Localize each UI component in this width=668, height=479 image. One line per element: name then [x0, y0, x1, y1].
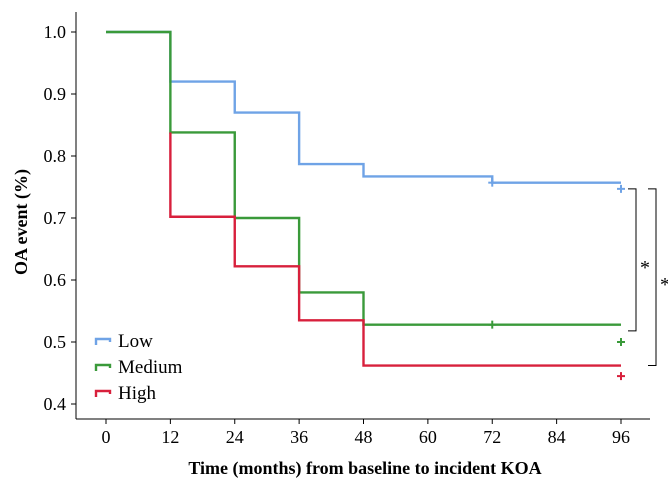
legend: Low Medium High — [94, 331, 183, 404]
x-axis-title: Time (months) from baseline to incident … — [188, 458, 541, 479]
y-tick-label: 0.5 — [44, 332, 67, 352]
significance-star: * — [640, 257, 650, 279]
censor-mark-medium — [617, 338, 625, 346]
legend-item-low: Low — [94, 331, 153, 352]
series-line-medium — [106, 30, 621, 326]
series-line-low — [106, 30, 621, 184]
censor-mark-low — [617, 184, 625, 193]
series-line-high — [169, 132, 621, 367]
x-tick-label: 48 — [355, 427, 373, 447]
significance-bracket: * — [648, 188, 668, 367]
y-tick-label: 1.0 — [44, 22, 67, 42]
legend-swatch — [94, 363, 112, 371]
y-axis-title: OA event (%) — [11, 169, 32, 275]
significance-star: * — [660, 274, 668, 296]
legend-item-high: High — [94, 383, 157, 404]
legend-swatch — [94, 337, 112, 345]
y-tick-label: 0.6 — [44, 270, 67, 290]
legend-item-medium: Medium — [94, 357, 183, 378]
significance-bracket: * — [628, 188, 650, 332]
series-group — [106, 30, 621, 367]
y-tick-label: 0.7 — [44, 208, 67, 228]
legend-label: High — [118, 383, 157, 404]
x-tick-label: 72 — [483, 427, 501, 447]
censor-mark-low — [488, 178, 497, 187]
y-tick-label: 0.4 — [44, 394, 67, 414]
censor-marks — [488, 178, 625, 381]
x-tick-label: 12 — [161, 427, 179, 447]
legend-label: Medium — [118, 357, 183, 378]
significance-brackets: ** — [628, 188, 668, 367]
x-tick-label: 36 — [290, 427, 308, 447]
x-tick-label: 96 — [612, 427, 630, 447]
x-tick-label: 0 — [102, 427, 111, 447]
x-tick-label: 84 — [548, 427, 566, 447]
y-tick-label: 0.9 — [44, 84, 67, 104]
x-tick-label: 24 — [226, 427, 244, 447]
legend-label: Low — [118, 331, 153, 352]
x-tick-label: 60 — [419, 427, 437, 447]
legend-swatch — [94, 389, 112, 397]
censor-mark-high — [617, 372, 625, 381]
y-tick-label: 0.8 — [44, 146, 67, 166]
censor-mark-medium — [488, 320, 497, 329]
axes: 1.0 0.9 0.8 0.7 0.6 0.5 0.4 0 12 24 36 48 60 72 84 96 — [44, 12, 650, 447]
